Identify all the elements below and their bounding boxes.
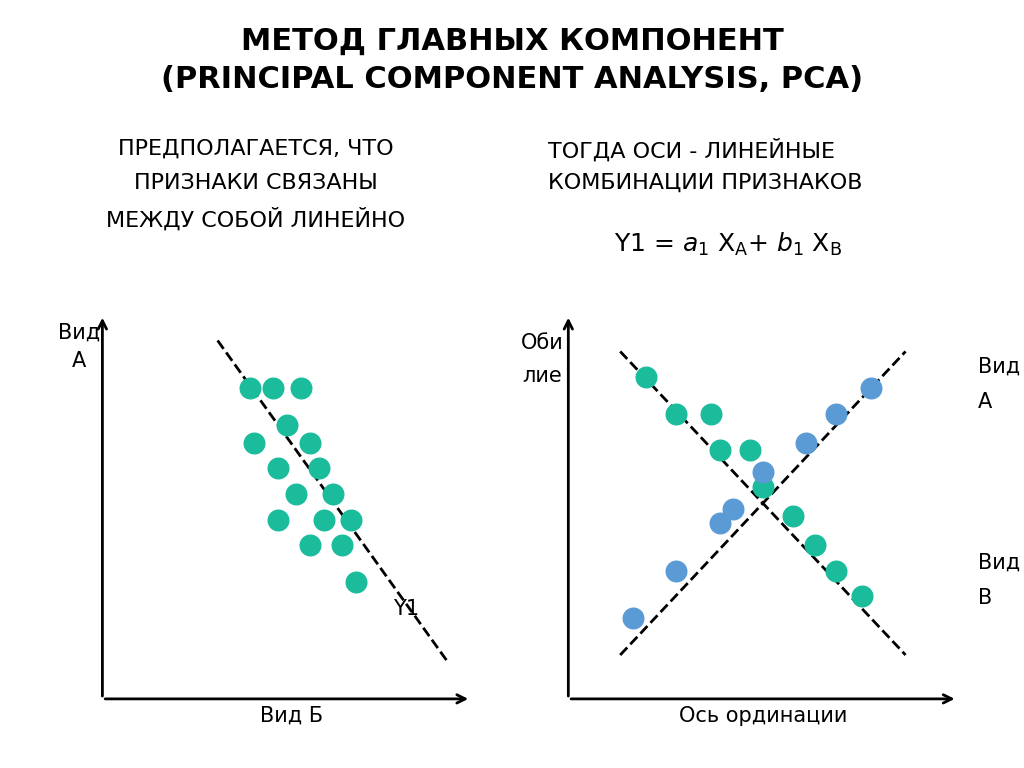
- Point: [828, 564, 845, 577]
- Point: [246, 437, 262, 449]
- Text: КОМБИНАЦИИ ПРИЗНАКОВ: КОМБИНАЦИИ ПРИЗНАКОВ: [548, 173, 862, 193]
- Text: Вид: Вид: [58, 323, 100, 343]
- Point: [669, 564, 685, 577]
- Point: [288, 488, 304, 500]
- Text: ТОГДА ОСИ - ЛИНЕЙНЫЕ: ТОГДА ОСИ - ЛИНЕЙНЫЕ: [548, 138, 835, 161]
- Point: [807, 539, 823, 551]
- Point: [279, 419, 295, 431]
- Point: [315, 514, 332, 526]
- Point: [712, 444, 728, 456]
- Point: [269, 514, 286, 526]
- Point: [325, 488, 341, 500]
- Text: Ось ординации: Ось ординации: [679, 706, 847, 726]
- Point: [334, 539, 350, 551]
- Text: лие: лие: [522, 366, 562, 386]
- Text: Y1: Y1: [392, 599, 419, 619]
- Point: [724, 502, 740, 515]
- Point: [669, 408, 685, 420]
- Point: [625, 612, 641, 624]
- Point: [348, 576, 365, 588]
- Text: А: А: [73, 352, 86, 372]
- Point: [301, 539, 317, 551]
- Point: [269, 462, 286, 475]
- Point: [712, 517, 728, 529]
- Point: [755, 481, 771, 493]
- Point: [301, 437, 317, 449]
- Point: [863, 382, 880, 394]
- Point: [638, 371, 654, 383]
- Text: Вид: Вид: [978, 553, 1020, 573]
- Text: МЕЖДУ СОБОЙ ЛИНЕЙНО: МЕЖДУ СОБОЙ ЛИНЕЙНО: [106, 207, 406, 230]
- Point: [854, 591, 870, 603]
- Point: [264, 382, 281, 394]
- Text: МЕТОД ГЛАВНЫХ КОМПОНЕНТ: МЕТОД ГЛАВНЫХ КОМПОНЕНТ: [241, 27, 783, 56]
- Point: [755, 466, 771, 478]
- Text: Вид Б: Вид Б: [260, 706, 324, 726]
- Point: [242, 382, 258, 394]
- Text: ПРЕДПОЛАГАЕТСЯ, ЧТО: ПРЕДПОЛАГАЕТСЯ, ЧТО: [118, 138, 394, 158]
- Point: [828, 408, 845, 420]
- Text: В: В: [978, 588, 992, 607]
- Text: (PRINCIPAL COMPONENT ANALYSIS, PCA): (PRINCIPAL COMPONENT ANALYSIS, PCA): [161, 65, 863, 94]
- Point: [798, 437, 814, 449]
- Point: [785, 510, 802, 522]
- Text: Y1 = $\mathit{a}_1$ X$_\mathrm{A}$+ $\mathit{b}_1$ X$_\mathrm{B}$: Y1 = $\mathit{a}_1$ X$_\mathrm{A}$+ $\ma…: [614, 230, 843, 257]
- Text: Оби: Оби: [521, 333, 564, 353]
- Point: [741, 444, 758, 456]
- Text: ПРИЗНАКИ СВЯЗАНЫ: ПРИЗНАКИ СВЯЗАНЫ: [134, 173, 378, 193]
- Text: А: А: [978, 392, 992, 412]
- Point: [293, 382, 309, 394]
- Point: [343, 514, 359, 526]
- Text: Вид: Вид: [978, 357, 1020, 377]
- Point: [311, 462, 328, 475]
- Point: [702, 408, 719, 420]
